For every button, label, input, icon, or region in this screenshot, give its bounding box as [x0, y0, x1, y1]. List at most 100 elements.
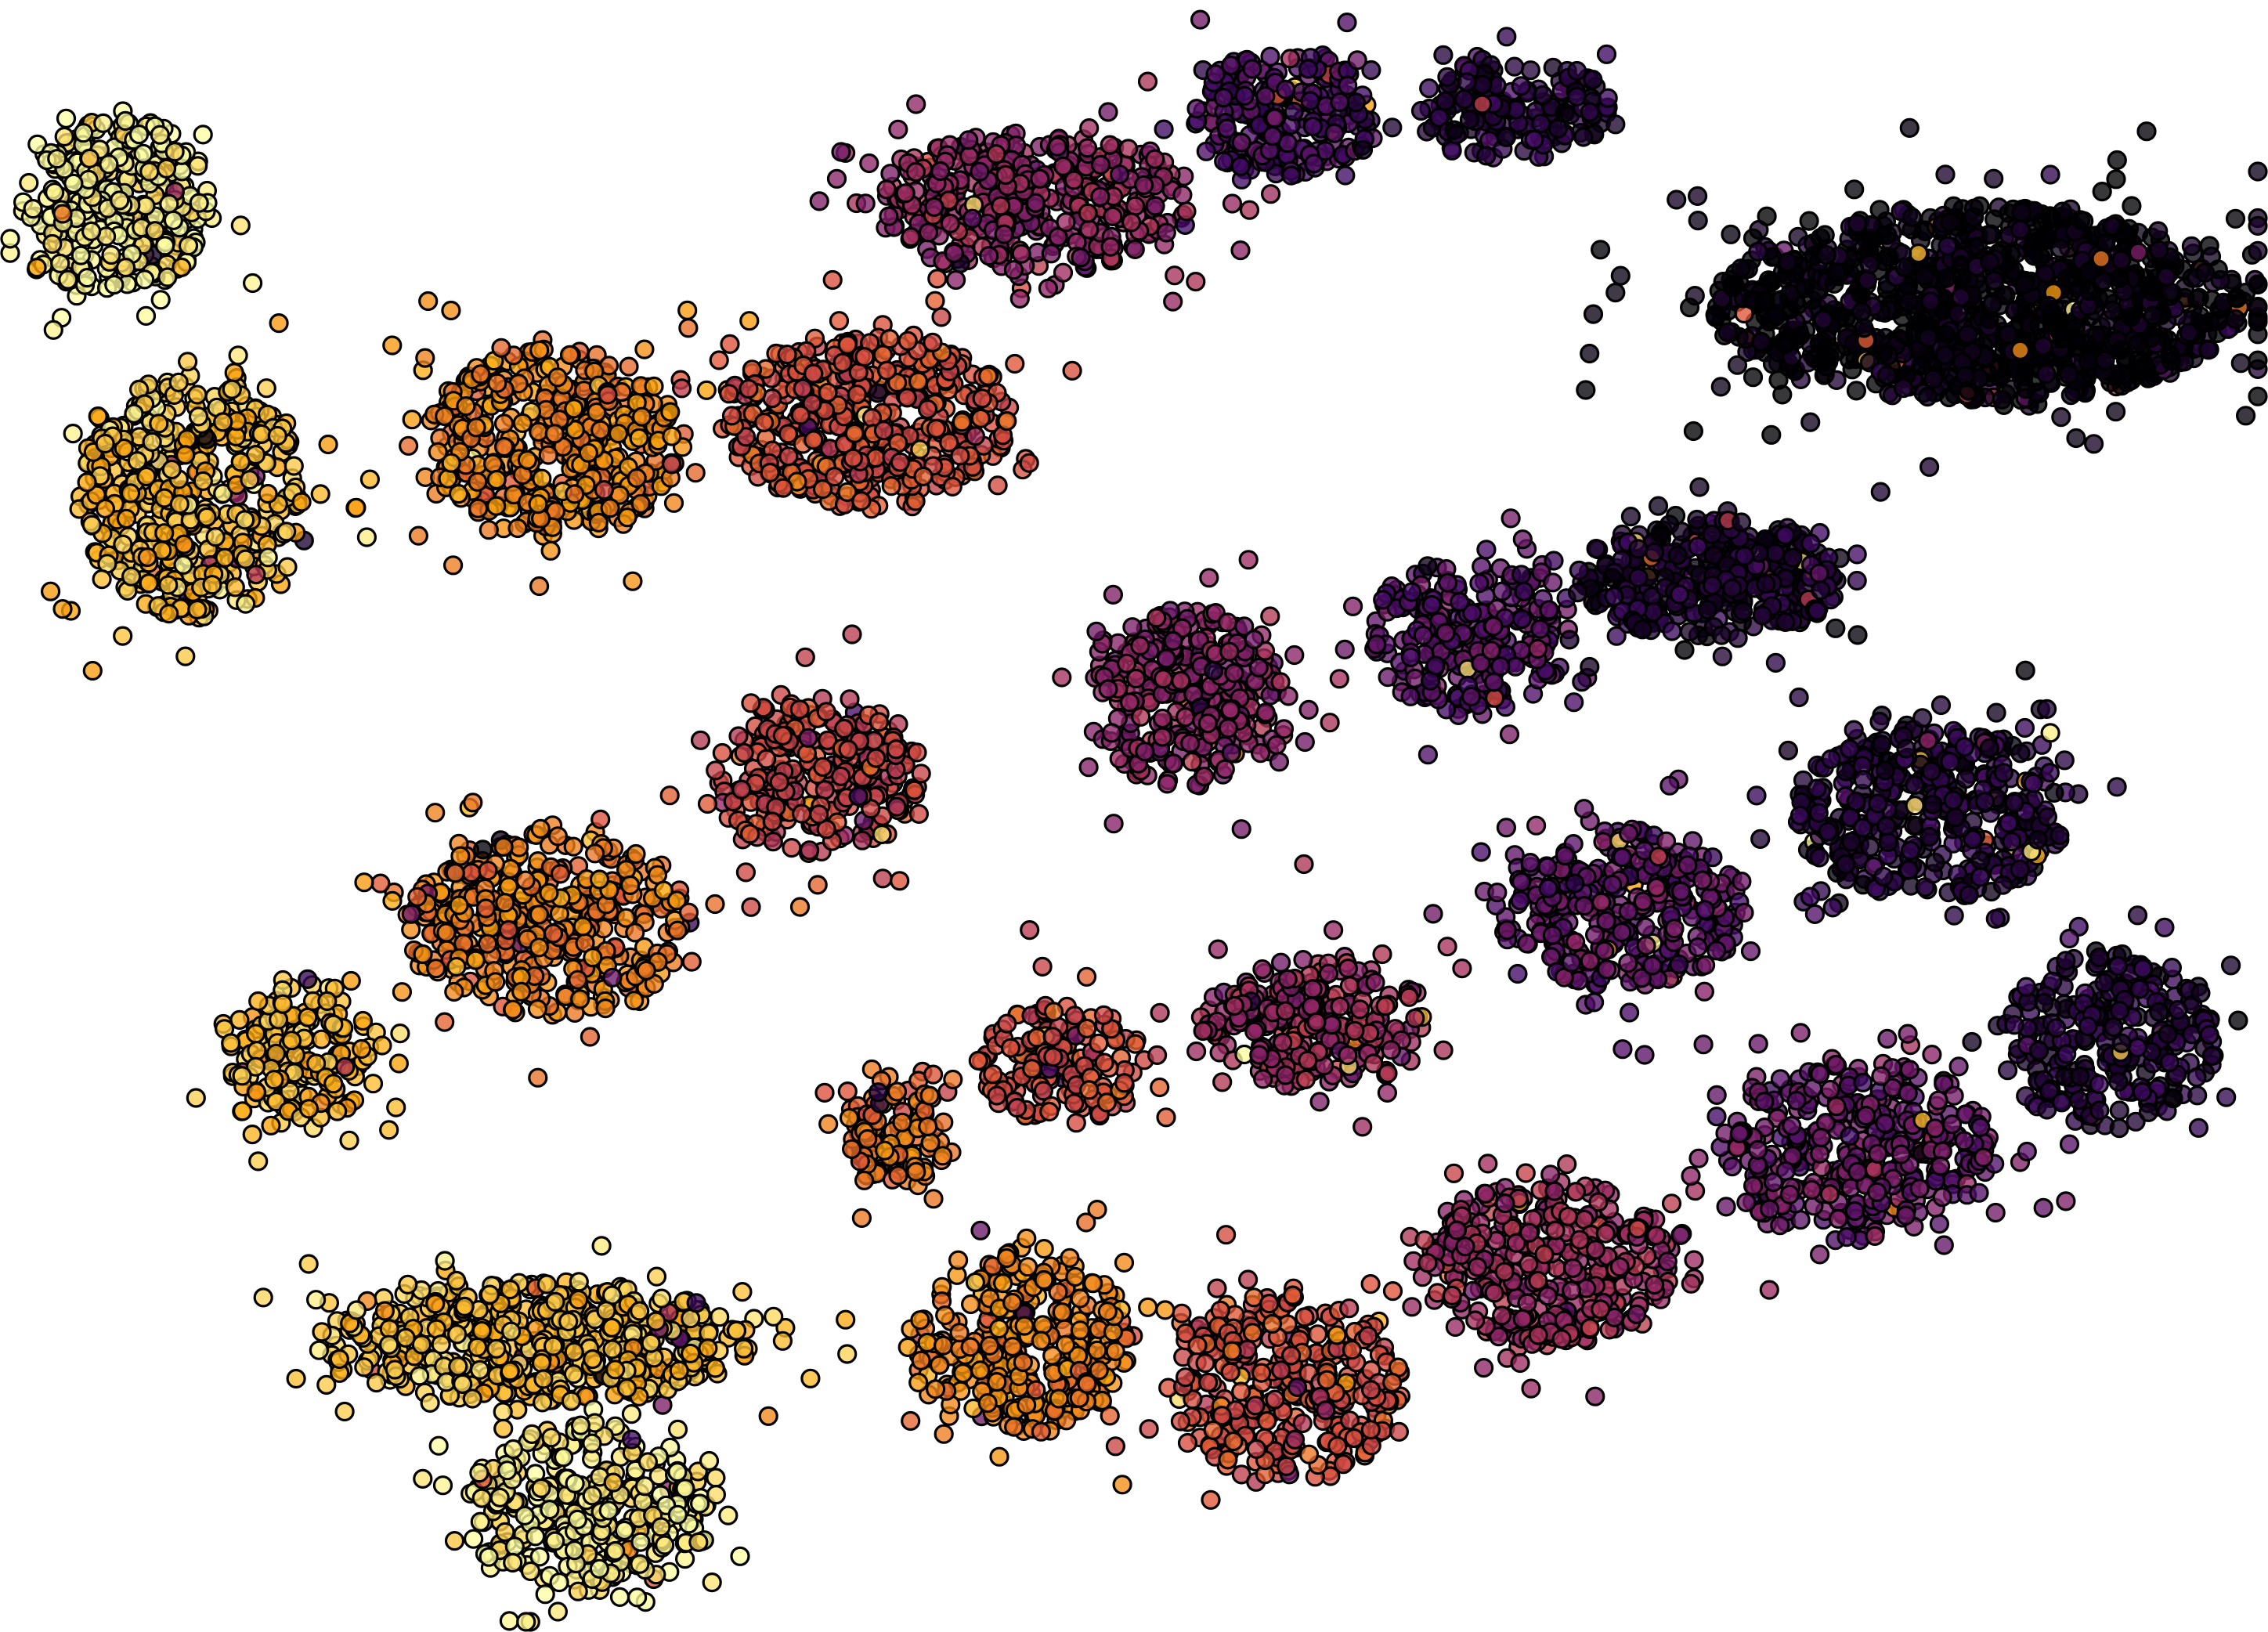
data-point: [1098, 102, 1118, 122]
data-point: [1898, 292, 1919, 312]
data-point: [1998, 324, 2018, 345]
data-point: [291, 492, 312, 512]
data-point: [1221, 55, 1241, 76]
data-point: [1826, 262, 1847, 282]
data-point: [1330, 92, 1350, 113]
data-point: [1100, 135, 1120, 155]
cluster-3: [346, 291, 760, 597]
data-point: [2248, 161, 2268, 182]
data-point: [1804, 348, 1825, 369]
data-point: [1857, 270, 1877, 291]
data-point: [1176, 201, 1197, 222]
data-point: [113, 626, 133, 646]
data-point: [790, 405, 811, 425]
data-point: [188, 406, 209, 427]
data-point: [918, 222, 939, 243]
data-point: [1800, 412, 1821, 432]
data-point: [77, 268, 97, 288]
data-point: [2142, 281, 2163, 301]
data-point: [1748, 241, 1768, 262]
data-point: [1125, 196, 1146, 216]
data-point: [1735, 546, 1755, 566]
data-point: [224, 363, 244, 383]
data-point: [493, 413, 515, 434]
data-point: [678, 318, 699, 338]
data-point: [1302, 116, 1323, 137]
data-point: [213, 483, 233, 504]
data-point: [1847, 544, 1867, 565]
data-point: [1421, 594, 1442, 616]
data-point: [1702, 524, 1722, 545]
data-point: [1052, 667, 1072, 688]
data-point: [1799, 211, 1819, 231]
data-point: [600, 498, 620, 518]
data-point: [1772, 385, 1793, 405]
data-point: [19, 172, 39, 193]
data-point: [1566, 86, 1587, 107]
data-point: [1281, 165, 1302, 186]
data-point: [2079, 281, 2100, 301]
data-point: [1053, 262, 1074, 283]
data-point: [479, 520, 499, 540]
data-point: [2014, 361, 2035, 382]
data-point: [1182, 751, 1202, 772]
cluster-10: [1334, 508, 1598, 765]
data-point: [1610, 265, 1631, 286]
data-point: [1217, 612, 1238, 633]
data-point: [1461, 686, 1482, 707]
data-point: [1180, 733, 1201, 753]
data-point: [173, 554, 193, 575]
data-point: [1335, 165, 1356, 186]
data-point: [491, 338, 511, 358]
data-point: [1163, 291, 1183, 312]
data-point: [1269, 752, 1290, 772]
data-point: [1671, 522, 1692, 542]
data-point: [1914, 266, 1934, 287]
data-point: [1469, 573, 1490, 594]
data-point: [193, 125, 213, 145]
data-point: [142, 431, 162, 453]
data-point: [235, 549, 256, 569]
data-point: [2053, 327, 2074, 347]
data-point: [256, 378, 276, 399]
data-point: [486, 496, 507, 516]
data-point: [1982, 294, 2003, 314]
data-point: [1683, 421, 1703, 442]
data-point: [178, 352, 198, 372]
data-point: [1667, 190, 1687, 210]
data-point: [1984, 270, 2004, 291]
data-point: [193, 471, 213, 492]
data-point: [2248, 240, 2268, 261]
data-point: [1790, 325, 1811, 346]
data-point: [81, 515, 102, 535]
data-point: [43, 320, 63, 340]
data-point: [418, 291, 439, 312]
data-point: [1901, 207, 1922, 228]
data-point: [205, 526, 226, 547]
data-point: [1893, 324, 1913, 345]
data-point: [471, 364, 491, 385]
data-point: [1334, 639, 1355, 660]
data-point: [56, 108, 77, 128]
data-point: [1199, 568, 1219, 588]
data-point: [1437, 572, 1458, 593]
data-point: [1564, 692, 1584, 713]
data-point: [1775, 334, 1795, 355]
data-point: [881, 475, 901, 496]
data-point: [1722, 578, 1743, 599]
data-point: [398, 435, 419, 456]
data-point: [1721, 224, 1741, 244]
data-point: [110, 190, 130, 211]
data-point: [1919, 457, 1940, 477]
data-point: [1743, 367, 1764, 388]
data-point: [1497, 27, 1517, 47]
data-point: [284, 456, 304, 476]
data-point: [1952, 268, 1972, 288]
data-point: [240, 469, 260, 490]
data-point: [93, 113, 114, 133]
data-point: [2051, 406, 2071, 428]
data-point: [1345, 92, 1367, 113]
data-point: [1643, 601, 1663, 623]
data-point: [2078, 351, 2098, 371]
data-point: [1811, 228, 1831, 248]
